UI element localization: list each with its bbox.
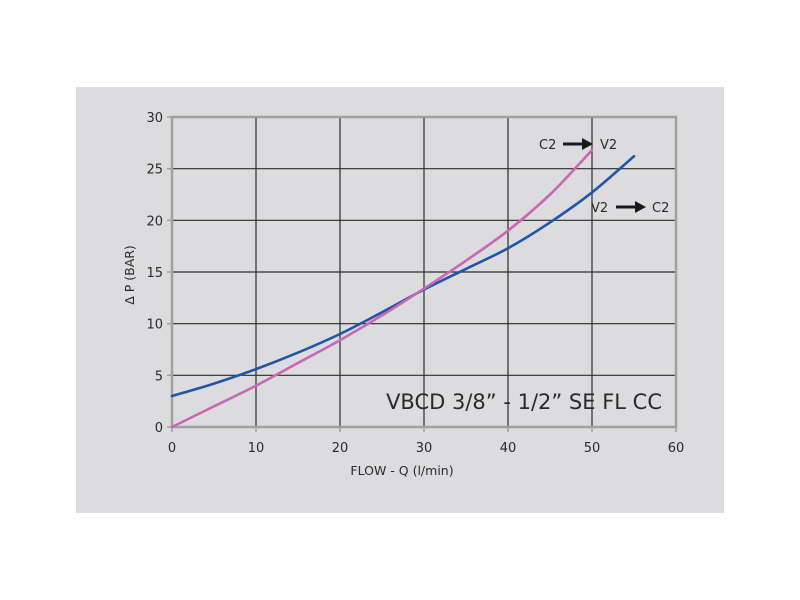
y-tick-label: 20 [146, 214, 163, 229]
annotation-from: V2 [591, 201, 608, 216]
y-tick-label: 0 [155, 421, 163, 436]
annotation-from: C2 [539, 138, 556, 153]
x-axis-label: FLOW - Q (l/min) [350, 463, 453, 478]
y-tick-label: 25 [146, 163, 163, 178]
x-axis-ticks: 0 10 20 30 40 50 60 [168, 427, 684, 456]
grid-lines [172, 117, 676, 427]
x-tick-label: 60 [668, 441, 685, 456]
y-axis-label: Δ P (BAR) [122, 245, 137, 305]
annotation-c2-to-v2: C2 V2 [539, 138, 617, 153]
x-tick-label: 50 [584, 441, 601, 456]
chart-title: VBCD 3/8” - 1/2” SE FL CC [386, 390, 662, 414]
x-tick-label: 0 [168, 441, 176, 456]
arrow-right-icon [616, 201, 646, 213]
y-axis-ticks: 0 5 10 15 20 25 30 [146, 111, 172, 436]
x-tick-label: 30 [416, 441, 433, 456]
annotation-to: C2 [652, 201, 669, 216]
chart-panel: 0 5 10 15 20 25 30 0 10 20 30 40 50 60 Δ P (BAR) FLO… [76, 87, 724, 513]
y-tick-label: 5 [155, 369, 163, 384]
annotation-v2-to-c2: V2 C2 [591, 201, 669, 216]
y-tick-label: 10 [146, 318, 163, 333]
arrow-right-icon [563, 138, 593, 150]
x-tick-label: 10 [248, 441, 265, 456]
y-tick-label: 15 [146, 266, 163, 281]
x-tick-label: 40 [500, 441, 517, 456]
y-tick-label: 30 [146, 111, 163, 126]
annotation-to: V2 [600, 138, 617, 153]
series-c2-to-v2-line [170, 148, 594, 429]
series-v2-to-c2-line [170, 154, 636, 398]
data-series [170, 148, 636, 429]
x-tick-label: 20 [332, 441, 349, 456]
line-chart: 0 5 10 15 20 25 30 0 10 20 30 40 50 60 Δ P (BAR) FLO… [122, 111, 684, 478]
